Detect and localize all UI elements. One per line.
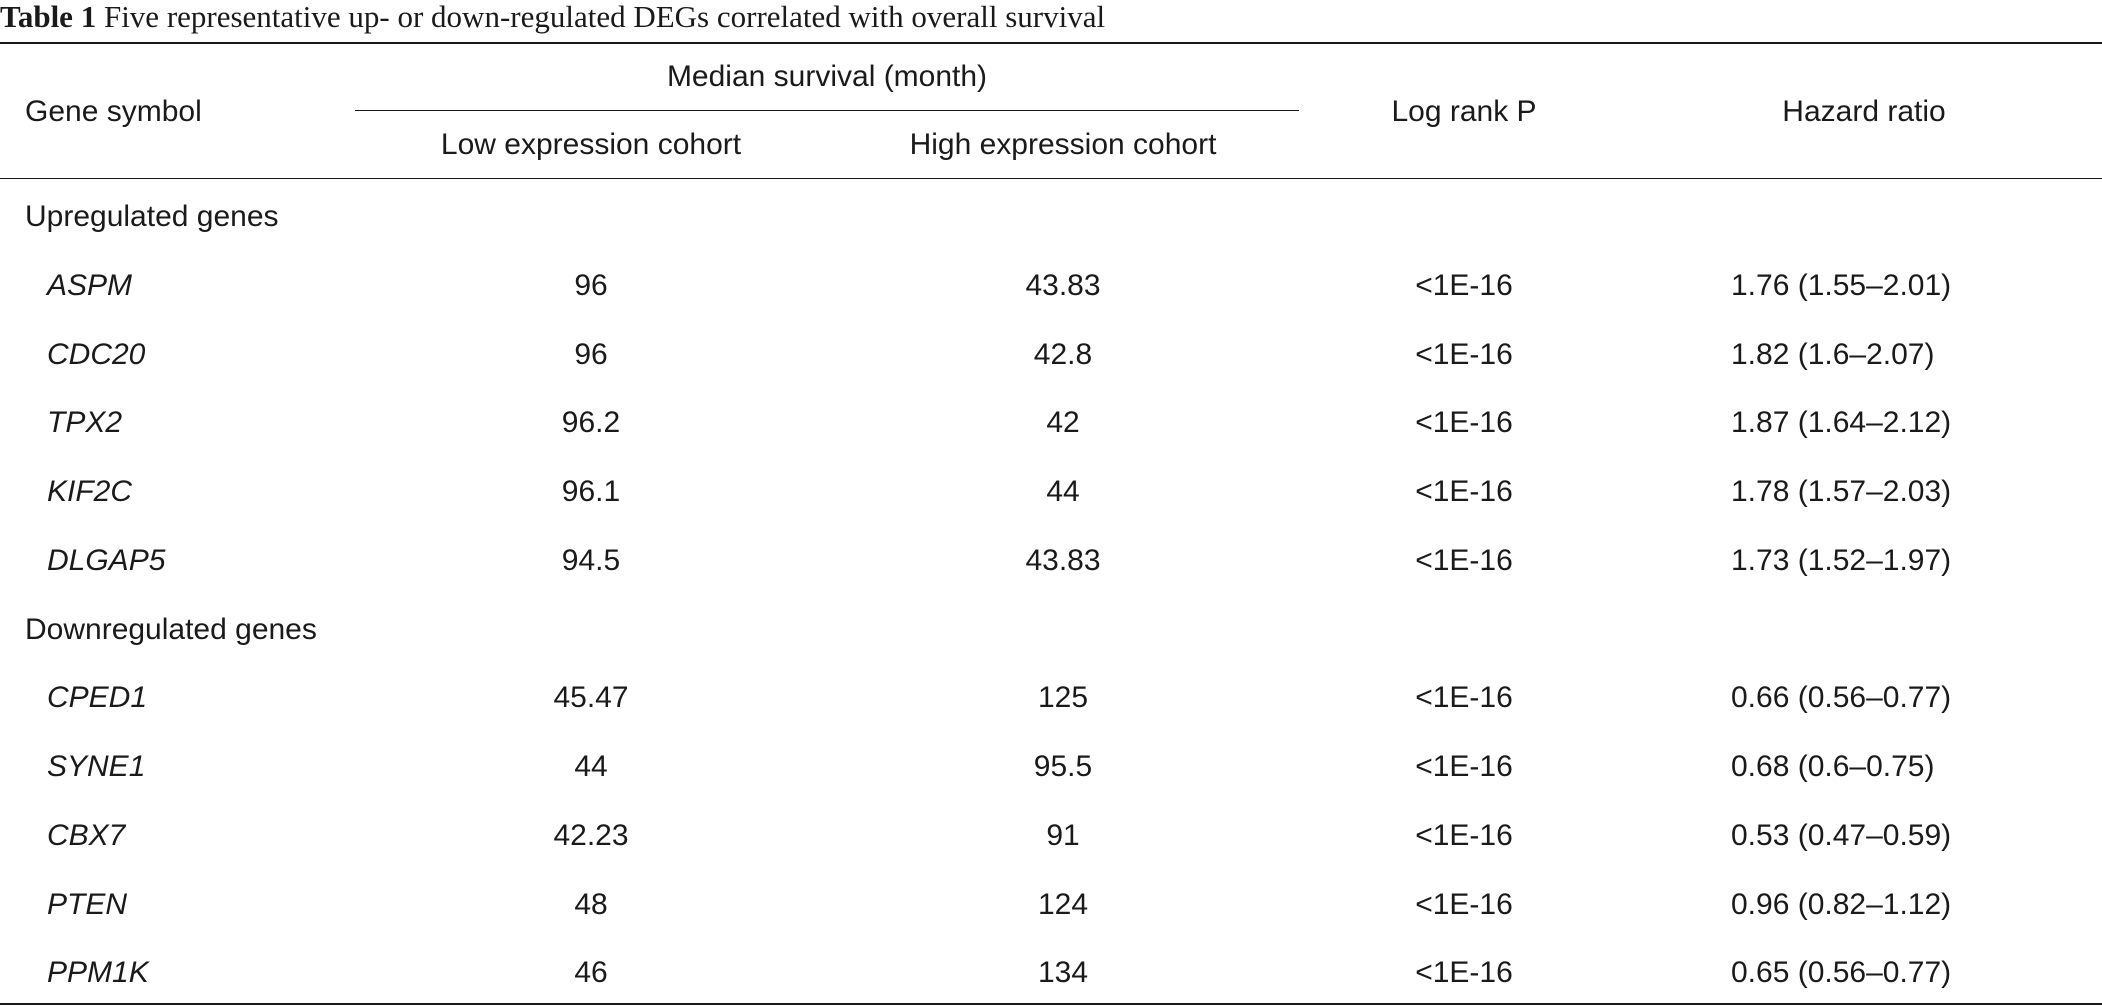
high-expression-cell: 91 [1046, 818, 1080, 852]
log-rank-p-cell: <1E-16 [1415, 681, 1513, 715]
low-expression-cell: 45.47 [553, 681, 629, 715]
group-label: Upregulated genes [25, 200, 279, 233]
low-expression-cell: 96.1 [561, 475, 621, 508]
header-high-expression: High expression cohort [909, 128, 1217, 161]
low-expression-cell: 94.5 [561, 543, 621, 577]
hazard-ratio-cell: 1.78 (1.57–2.03) [1731, 475, 1952, 508]
header-log-rank-p: Log rank P [1391, 95, 1537, 128]
gene-symbol-cell: CDC20 [47, 337, 146, 371]
low-expression-cell: 46 [574, 956, 608, 990]
gene-symbol-cell: SYNE1 [47, 750, 146, 783]
hazard-ratio-cell: 0.66 (0.56–0.77) [1731, 681, 1952, 715]
header-spanner-rule [355, 110, 1299, 111]
gene-symbol-cell: KIF2C [47, 475, 133, 508]
hazard-ratio-cell: 1.87 (1.64–2.12) [1731, 406, 1952, 440]
high-expression-cell: 43.83 [1025, 543, 1101, 577]
gene-symbol-cell: ASPM [47, 268, 133, 302]
low-expression-cell: 48 [574, 887, 608, 921]
gene-symbol-cell: TPX2 [47, 406, 123, 440]
header-gene-symbol: Gene symbol [25, 95, 202, 128]
table-caption-text: Five representative up- or down-regulate… [103, 0, 1106, 34]
log-rank-p-cell: <1E-16 [1415, 956, 1513, 990]
table-caption-label: Table 1 [0, 0, 97, 34]
gene-symbol-cell: CPED1 [47, 681, 148, 715]
gene-symbol-cell: CBX7 [47, 818, 126, 852]
hazard-ratio-cell: 0.65 (0.56–0.77) [1731, 956, 1952, 990]
low-expression-cell: 44 [574, 750, 608, 783]
hazard-ratio-cell: 0.53 (0.47–0.59) [1731, 818, 1952, 852]
log-rank-p-cell: <1E-16 [1415, 475, 1513, 508]
high-expression-cell: 95.5 [1033, 750, 1093, 783]
gene-symbol-cell: PTEN [47, 887, 128, 921]
bottom-rule [0, 1003, 2102, 1005]
top-rule [0, 42, 2102, 44]
gene-symbol-cell: PPM1K [47, 956, 149, 990]
table-caption: Table 1 Five representative up- or down-… [0, 0, 1105, 34]
log-rank-p-cell: <1E-16 [1415, 887, 1513, 921]
log-rank-p-cell: <1E-16 [1415, 818, 1513, 852]
high-expression-cell: 44 [1046, 475, 1080, 508]
low-expression-cell: 96.2 [561, 406, 621, 440]
high-expression-cell: 42 [1046, 406, 1080, 440]
gene-symbol-cell: DLGAP5 [47, 543, 166, 577]
hazard-ratio-cell: 1.76 (1.55–2.01) [1731, 268, 1952, 302]
header-low-expression: Low expression cohort [440, 128, 742, 161]
hazard-ratio-cell: 1.82 (1.6–2.07) [1731, 337, 1935, 371]
low-expression-cell: 96 [574, 268, 608, 302]
low-expression-cell: 42.23 [553, 818, 629, 852]
high-expression-cell: 125 [1037, 681, 1089, 715]
hazard-ratio-cell: 0.68 (0.6–0.75) [1731, 750, 1935, 783]
header-median-survival: Median survival (month) [666, 60, 988, 93]
log-rank-p-cell: <1E-16 [1415, 543, 1513, 577]
high-expression-cell: 124 [1037, 887, 1089, 921]
low-expression-cell: 96 [574, 337, 608, 371]
header-rule [0, 178, 2102, 179]
high-expression-cell: 134 [1037, 956, 1089, 990]
hazard-ratio-cell: 1.73 (1.52–1.97) [1731, 543, 1952, 577]
group-label: Downregulated genes [25, 612, 317, 646]
high-expression-cell: 43.83 [1025, 268, 1101, 302]
log-rank-p-cell: <1E-16 [1415, 750, 1513, 783]
hazard-ratio-cell: 0.96 (0.82–1.12) [1731, 887, 1952, 921]
log-rank-p-cell: <1E-16 [1415, 337, 1513, 371]
header-hazard-ratio: Hazard ratio [1782, 95, 1946, 128]
log-rank-p-cell: <1E-16 [1415, 268, 1513, 302]
log-rank-p-cell: <1E-16 [1415, 406, 1513, 440]
high-expression-cell: 42.8 [1033, 337, 1093, 371]
